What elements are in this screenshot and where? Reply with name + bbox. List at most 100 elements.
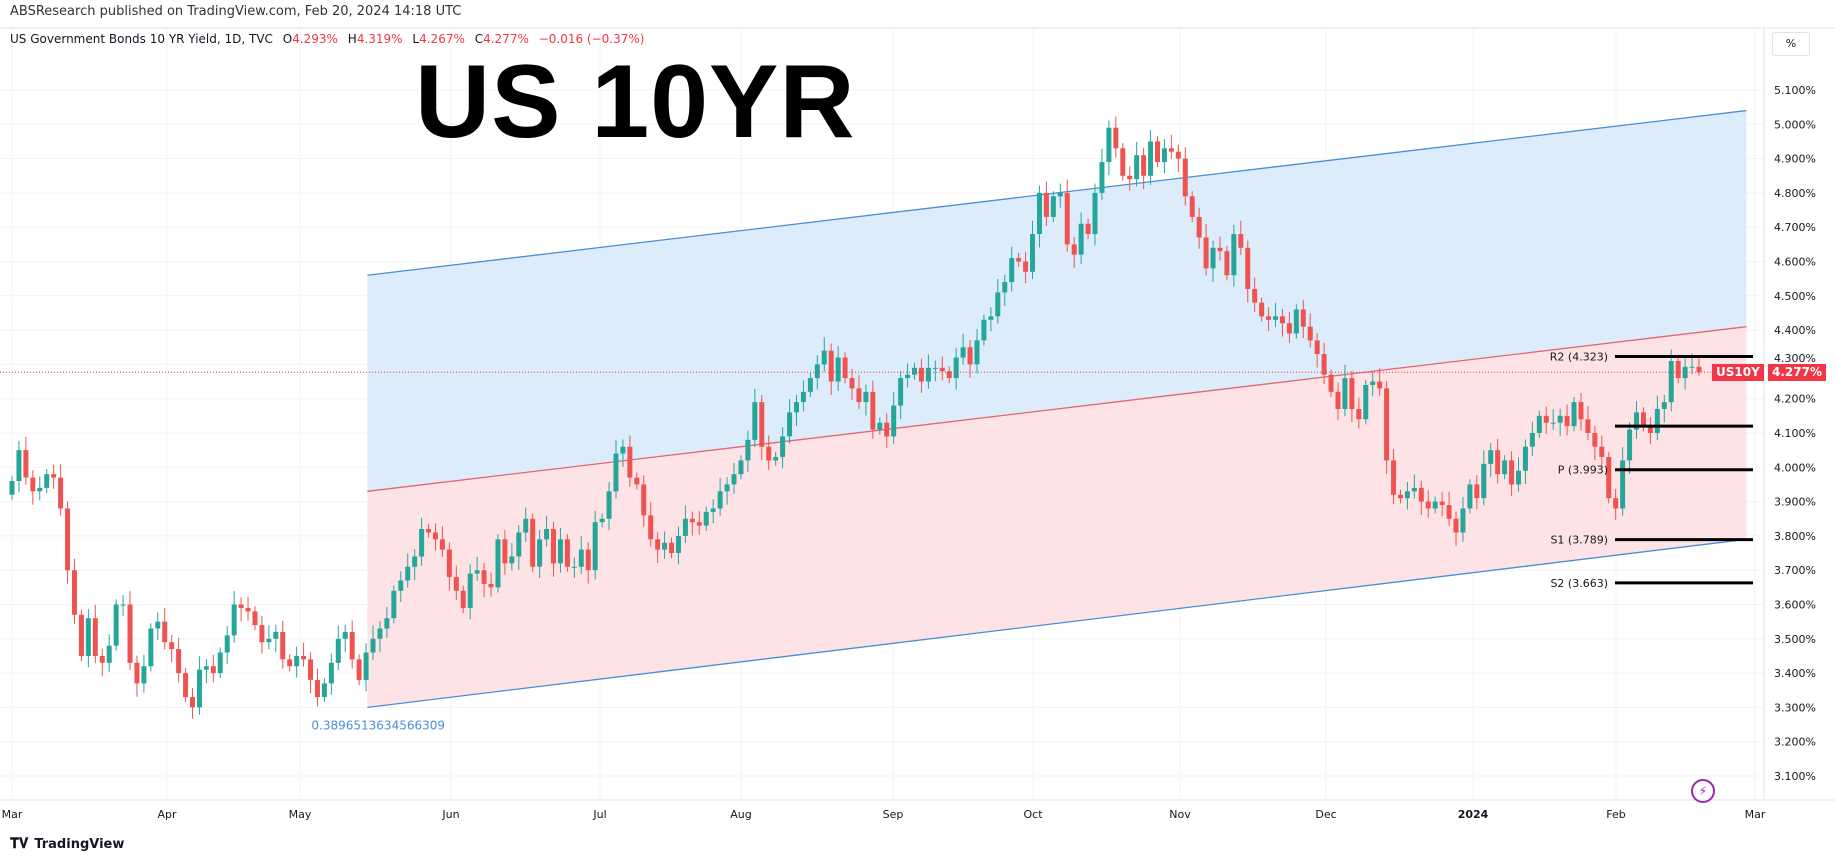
candle-body: [1307, 326, 1313, 341]
candle-body: [37, 487, 43, 492]
price-tick-label: 3.300%: [1774, 701, 1816, 714]
high-value: 4.319%: [356, 32, 403, 46]
candle-body: [1259, 302, 1265, 317]
candle-body: [856, 388, 862, 403]
candle-body: [1266, 316, 1272, 320]
candle-body: [1377, 381, 1383, 389]
candle-body: [731, 474, 737, 485]
candle-body: [1543, 415, 1549, 423]
candle-body: [988, 316, 994, 320]
candle-body: [551, 529, 557, 564]
candle-body: [356, 659, 362, 680]
candle-body: [1640, 412, 1646, 427]
time-tick-label: Oct: [1023, 808, 1043, 821]
candle-body: [1092, 192, 1098, 235]
candle-body: [1654, 408, 1660, 433]
candle-body: [266, 638, 272, 643]
candle-body: [1356, 408, 1362, 420]
candle-body: [1245, 247, 1251, 289]
price-tick-label: 3.200%: [1774, 736, 1816, 749]
candle-body: [1161, 148, 1167, 163]
candle-body: [939, 367, 945, 372]
candle-body: [342, 631, 348, 639]
candle-body: [252, 611, 258, 626]
candle-body: [1196, 216, 1202, 238]
candle-body: [509, 556, 515, 564]
candle-body: [1404, 491, 1410, 499]
candle-body: [564, 539, 570, 567]
lightning-icon[interactable]: ⚡: [1691, 779, 1715, 803]
price-tick-label: 4.500%: [1774, 290, 1816, 303]
candle-body: [585, 549, 591, 571]
candle-body: [1127, 175, 1133, 180]
candle-body: [426, 529, 432, 533]
candle-body: [530, 518, 536, 567]
candle-body: [203, 666, 209, 670]
candle-body: [821, 350, 827, 365]
candle-body: [92, 618, 98, 656]
price-tick-label: 4.200%: [1774, 393, 1816, 406]
candle-body: [1050, 196, 1056, 217]
time-tick-label: May: [289, 808, 312, 821]
open-label: O: [282, 32, 293, 46]
percent-scale-button[interactable]: %: [1772, 32, 1810, 56]
candle-body: [1411, 487, 1417, 492]
pivot-label: S2 (3.663): [1550, 577, 1608, 590]
candle-body: [648, 515, 654, 540]
candle-body: [196, 669, 202, 708]
candle-body: [1460, 508, 1466, 533]
candle-body: [752, 402, 758, 440]
candle-body: [1446, 505, 1452, 519]
candle-body: [1606, 457, 1612, 499]
price-tick-label: 4.300%: [1774, 352, 1816, 365]
candle-body: [905, 374, 911, 379]
candle-body: [613, 453, 619, 492]
candle-body: [1321, 354, 1327, 375]
low-label: L: [412, 32, 420, 46]
candle-body: [1418, 487, 1424, 502]
candle-body: [807, 378, 813, 392]
candle-body: [1342, 378, 1348, 409]
price-tick-label: 4.900%: [1774, 153, 1816, 166]
candle-body: [308, 659, 314, 680]
candle-body: [787, 412, 793, 437]
candle-body: [1203, 237, 1209, 269]
time-tick-label: Mar: [1745, 808, 1766, 821]
candle-body: [1488, 450, 1494, 464]
candle-body: [1425, 501, 1431, 509]
candle-body: [134, 662, 140, 684]
high-label: H: [347, 32, 357, 46]
candle-body: [328, 662, 334, 684]
candle-body: [58, 477, 64, 509]
candle-body: [682, 518, 688, 536]
candle-body: [363, 652, 369, 680]
candle-body: [1210, 247, 1216, 269]
candle-body: [662, 542, 668, 550]
candle-body: [932, 367, 938, 369]
candle-body: [1314, 340, 1320, 355]
candle-body: [1363, 384, 1369, 420]
candle-body: [898, 378, 904, 406]
candle-body: [1481, 463, 1487, 499]
candle-body: [224, 635, 230, 653]
candle-body: [280, 631, 286, 660]
candle-body: [516, 532, 522, 557]
candle-body: [1182, 158, 1188, 197]
candle-body: [849, 378, 855, 389]
candle-body: [1675, 360, 1681, 379]
candle-body: [724, 484, 730, 492]
candle-body: [981, 319, 987, 341]
candle-body: [314, 679, 320, 698]
candle-body: [523, 518, 529, 533]
candle-body: [1168, 148, 1174, 152]
tradingview-logo-icon: 𝐓𝐕: [10, 836, 29, 852]
close-value: 4.277%: [483, 32, 529, 46]
candle-body: [432, 532, 438, 540]
price-tick-label: 3.600%: [1774, 599, 1816, 612]
candle-body: [9, 481, 15, 495]
price-tick-label: 4.400%: [1774, 324, 1816, 337]
candle-body: [155, 621, 161, 629]
candle-body: [828, 350, 834, 382]
time-tick-label: Jul: [592, 808, 606, 821]
